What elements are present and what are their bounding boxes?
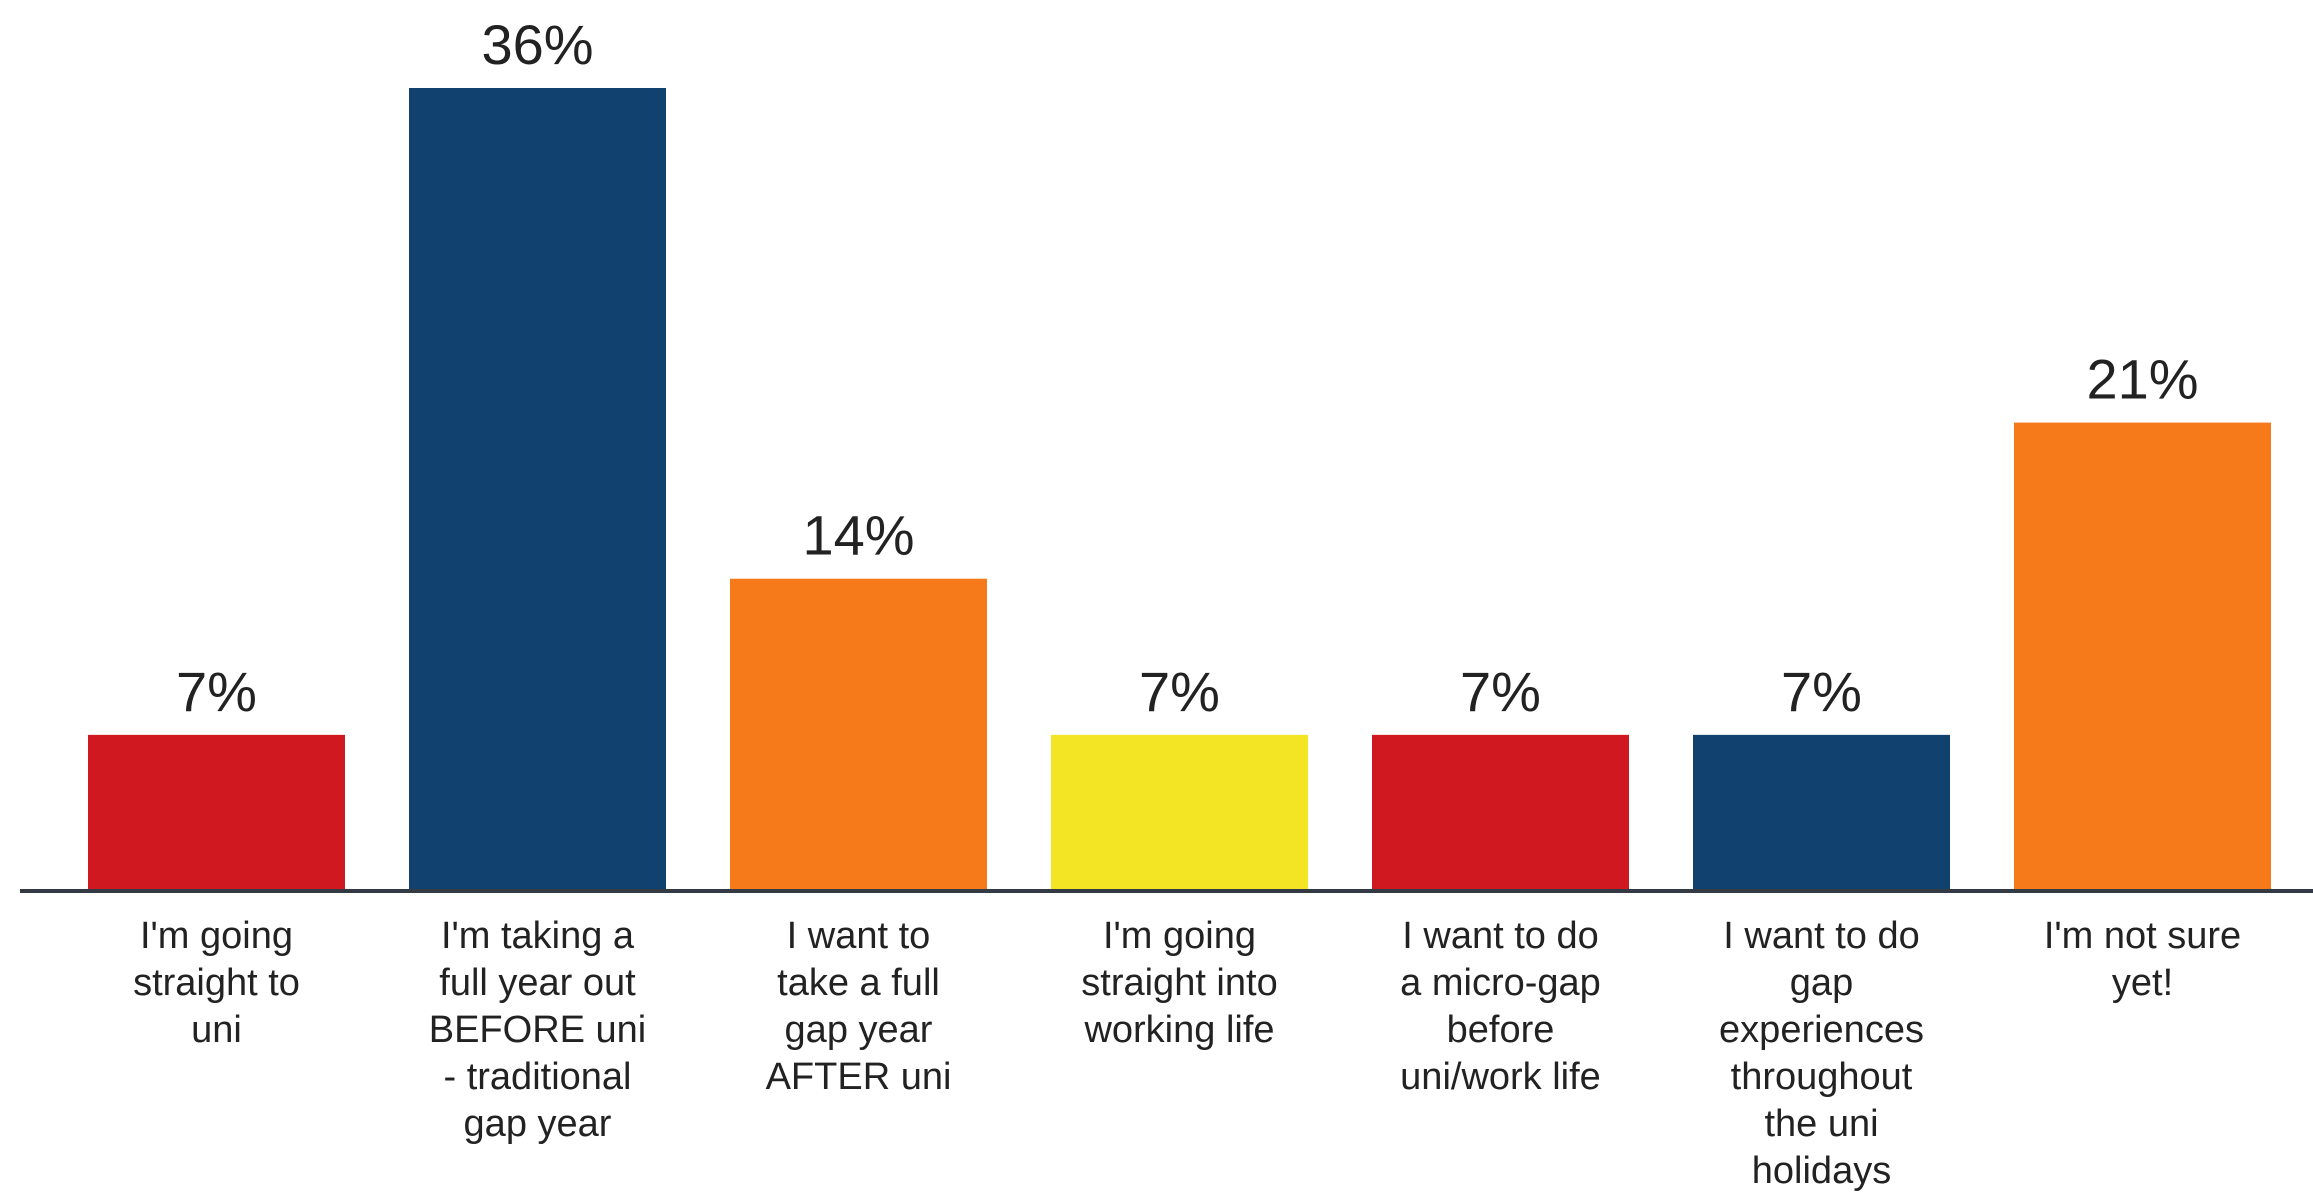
category-label-line: I want to do [1402,915,1598,957]
bar [1693,734,1950,891]
category-label: I'm going straight into working life [1081,915,1277,1051]
data-label: 7% [176,660,257,723]
category-label-line: I'm taking a [441,915,635,957]
value-labels: 7% 36% 14% 7% 7% 7% 21% [176,13,2199,723]
category-label-line: experiences [1719,1009,1924,1051]
bars [88,88,2271,891]
bar [409,88,666,891]
category-label-line: I'm going [140,915,293,957]
bar [88,734,345,891]
category-label-line: I want to do [1723,915,1919,957]
category-label-line: I'm going [1103,915,1256,957]
category-label: I want to take a full gap year AFTER uni [766,915,952,1098]
category-label-line: straight into [1081,962,1277,1004]
category-label: I'm going straight to uni [133,915,300,1051]
category-label-line: full year out [439,962,636,1004]
category-label-line: a micro-gap [1400,962,1601,1004]
category-label-line: uni/work life [1400,1056,1601,1098]
category-label-line: the uni [1764,1103,1878,1145]
bar [730,578,987,891]
category-label-line: BEFORE uni [429,1009,647,1051]
data-label: 14% [802,504,914,567]
category-label-line: I'm not sure [2044,915,2241,957]
bar [1051,734,1308,891]
category-label: I'm taking a full year out BEFORE uni - tra… [429,915,647,1145]
category-label-line: - traditional [444,1056,632,1098]
category-label: I'm not sure yet! [2044,915,2241,1004]
category-label-line: take a full [777,962,940,1004]
category-label-line: straight to [133,962,300,1004]
data-label: 21% [2086,348,2198,411]
category-label-line: gap year [785,1009,933,1051]
category-label-line: I want to [787,915,931,957]
data-label: 7% [1460,660,1541,723]
category-label-line: gap year [464,1103,612,1145]
data-label: 7% [1139,660,1220,723]
category-label-line: holidays [1752,1150,1891,1192]
category-labels: I'm going straight to uni I'm taking a full … [133,915,2241,1192]
data-label: 36% [481,13,593,76]
category-label-line: AFTER uni [766,1056,952,1098]
category-label-line: yet! [2112,962,2173,1004]
category-label-line: uni [191,1009,242,1051]
category-label-line: before [1447,1009,1555,1051]
category-label: I want to do gap experiences throughout the … [1719,915,1924,1192]
bar [1372,734,1629,891]
category-label: I want to do a micro-gap before uni/work li… [1400,915,1601,1098]
category-label-line: gap [1790,962,1853,1004]
data-label: 7% [1781,660,1862,723]
category-label-line: working life [1083,1009,1274,1051]
category-label-line: throughout [1731,1056,1913,1098]
bar [2014,422,2271,891]
